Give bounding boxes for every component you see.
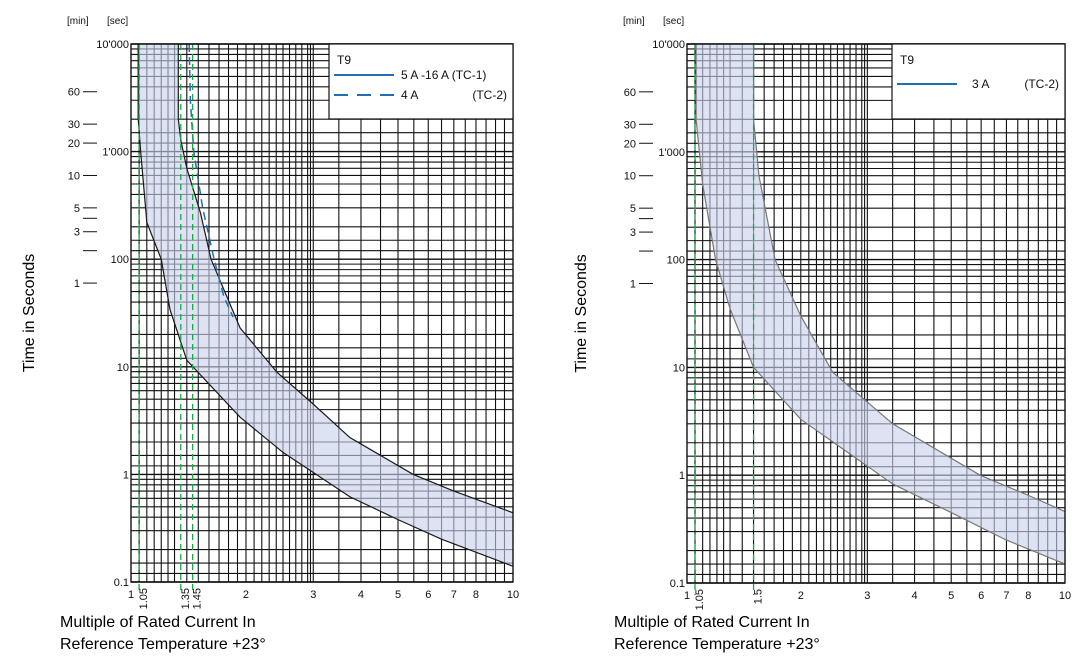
tolerance-band bbox=[696, 44, 1065, 565]
y-tick-label-min: 3 bbox=[630, 227, 636, 239]
y-tick-label-sec: 1'000 bbox=[658, 147, 685, 159]
upper-limit-curve bbox=[752, 44, 1066, 513]
x-tick-label: 1 bbox=[128, 589, 134, 601]
y-tick-label-min: 60 bbox=[624, 87, 636, 99]
y-tick-label-min: 20 bbox=[68, 138, 80, 150]
legend-box bbox=[328, 43, 514, 120]
y-tick-label-min: 3 bbox=[74, 227, 80, 239]
unit-min-label: [min] bbox=[623, 16, 645, 27]
x-tick-label: 4 bbox=[912, 590, 918, 602]
unit-sec-label: [sec] bbox=[663, 16, 684, 27]
x-axis-title-line1: Multiple of Rated Current In bbox=[60, 614, 256, 631]
marker-label: 1.35 bbox=[180, 588, 192, 609]
x-tick-label: 10 bbox=[507, 589, 519, 601]
x-tick-label: 5 bbox=[948, 590, 954, 602]
x-tick-label: 4 bbox=[358, 589, 364, 601]
y-tick-label-min: 5 bbox=[630, 203, 636, 215]
y-tick-label-sec: 10 bbox=[117, 362, 129, 374]
x-axis-title-line2: Reference Temperature +23° bbox=[60, 636, 266, 653]
y-tick-label-min: 1 bbox=[630, 279, 636, 291]
x-tick-label: 8 bbox=[473, 589, 479, 601]
y-tick-label-sec: 100 bbox=[111, 254, 129, 266]
y-tick-label-sec: 1'000 bbox=[102, 147, 129, 159]
y-tick-label-min: 20 bbox=[624, 138, 636, 150]
x-axis-title-line1: Multiple of Rated Current In bbox=[614, 614, 810, 631]
y-tick-label-sec: 0.1 bbox=[670, 578, 685, 590]
lower-limit-curve bbox=[137, 44, 514, 567]
x-tick-label: 10 bbox=[1059, 590, 1071, 602]
y-tick-label-min: 60 bbox=[68, 87, 80, 99]
y-tick-label-sec: 10 bbox=[673, 362, 685, 374]
legend: T9 5 A -16 A (TC-1) 4 A (TC-2) bbox=[328, 43, 514, 120]
x-tick-label: 3 bbox=[310, 589, 316, 601]
y-tick-label-min: 10 bbox=[68, 170, 80, 182]
plot-frame bbox=[686, 43, 1066, 584]
y-axis-title: Time in Seconds bbox=[21, 254, 38, 373]
y-tick-label-sec: 1 bbox=[679, 470, 685, 482]
y-axis-title: Time in Seconds bbox=[573, 254, 590, 373]
legend-label: 5 A -16 A (TC-1) bbox=[401, 68, 486, 82]
legend-suffix: (TC-2) bbox=[1024, 77, 1059, 91]
plot-frame bbox=[130, 43, 514, 583]
x-tick-label: 6 bbox=[425, 589, 431, 601]
x-tick-label: 3 bbox=[864, 590, 870, 602]
y-tick-label-min: 30 bbox=[68, 119, 80, 131]
chart-1: 1.05 1.35 1.45 T9 5 A -16 A (TC-1) 4 A (TC-2) 1… bbox=[21, 16, 519, 653]
x-tick-label: 8 bbox=[1025, 590, 1031, 602]
marker-label: 1.05 bbox=[694, 589, 706, 610]
x-axis-title-line2: Reference Temperature +23° bbox=[614, 636, 820, 653]
y-tick-label-sec: 10'000 bbox=[96, 39, 129, 51]
legend-title: T9 bbox=[900, 53, 914, 67]
chart-2: 1.05 1.5 T9 3 A (TC-2) 1 2 3 4 5 6 7 8 10 10'000 1'000 1… bbox=[573, 16, 1071, 653]
lower-limit-curve bbox=[695, 44, 1066, 565]
x-tick-label: 7 bbox=[1003, 590, 1009, 602]
marker-label: 1.05 bbox=[138, 588, 150, 609]
upper-limit-curve bbox=[177, 44, 514, 514]
y-tick-label-sec: 1 bbox=[123, 469, 129, 481]
legend-title: T9 bbox=[337, 53, 351, 67]
y-tick-label-sec: 0.1 bbox=[114, 577, 129, 589]
unit-min-label: [min] bbox=[67, 16, 89, 27]
x-tick-label: 1 bbox=[684, 590, 690, 602]
y-tick-label-min: 1 bbox=[74, 278, 80, 290]
y-tick-label-sec: 10'000 bbox=[652, 39, 685, 51]
legend-label: 4 A bbox=[401, 88, 418, 102]
legend: T9 3 A (TC-2) bbox=[891, 43, 1066, 120]
y-tick-label-min: 10 bbox=[624, 171, 636, 183]
legend-box bbox=[891, 43, 1066, 120]
tc2-dashed-curve bbox=[188, 43, 234, 318]
x-tick-label: 2 bbox=[243, 589, 249, 601]
legend-label: 3 A bbox=[972, 77, 989, 91]
legend-suffix: (TC-2) bbox=[472, 88, 507, 102]
marker-label: 1.45 bbox=[192, 588, 204, 609]
x-tick-label: 7 bbox=[451, 589, 457, 601]
x-tick-label: 2 bbox=[798, 590, 804, 602]
x-tick-label: 5 bbox=[395, 589, 401, 601]
x-tick-label: 6 bbox=[978, 590, 984, 602]
y-tick-label-min: 5 bbox=[74, 203, 80, 215]
tolerance-band bbox=[138, 44, 513, 567]
marker-label: 1.5 bbox=[753, 589, 765, 604]
unit-sec-label: [sec] bbox=[107, 16, 128, 27]
y-tick-label-sec: 100 bbox=[667, 255, 685, 267]
y-tick-label-min: 30 bbox=[624, 119, 636, 131]
